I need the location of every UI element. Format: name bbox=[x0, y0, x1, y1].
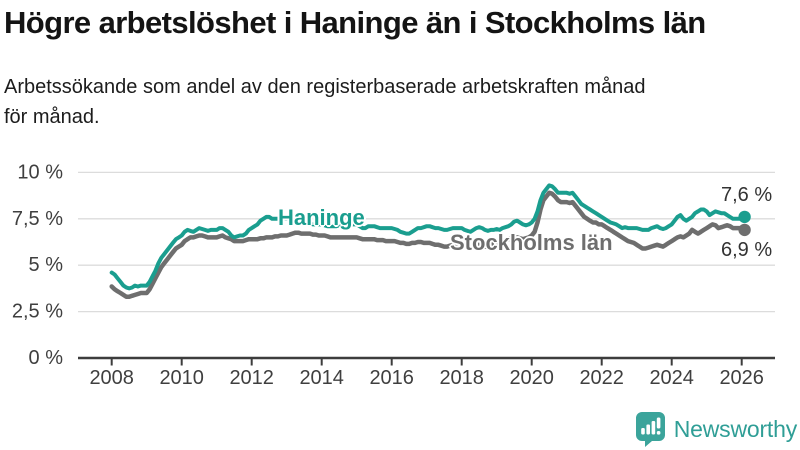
x-tick-label: 2012 bbox=[229, 367, 274, 389]
series-label-haninge: Haninge bbox=[278, 205, 365, 230]
chart-title: Högre arbetslöshet i Haninge än i Stockh… bbox=[4, 5, 706, 40]
x-tick-label: 2018 bbox=[439, 367, 484, 389]
y-tick-label: 2,5 % bbox=[12, 301, 63, 323]
x-tick-label: 2014 bbox=[299, 367, 344, 389]
series-lines bbox=[109, 183, 747, 300]
line-chart-plot: 10 % 7,5 % 5 % 2,5 % 0 % 2008 2010 2012 2014 201… bbox=[12, 161, 775, 389]
x-tick-label: 2016 bbox=[369, 367, 414, 389]
x-tick-label: 2008 bbox=[89, 367, 134, 389]
y-axis-tick-labels: 10 % 7,5 % 5 % 2,5 % 0 % bbox=[12, 161, 63, 369]
series-end-dots bbox=[738, 210, 751, 237]
stockholms-lan-end-dot bbox=[738, 223, 751, 237]
x-tick-label: 2022 bbox=[579, 367, 624, 389]
haninge-line bbox=[109, 183, 747, 291]
x-tick-label: 2020 bbox=[509, 367, 554, 389]
newsworthy-brand: Newsworthy bbox=[635, 411, 797, 447]
gridlines bbox=[78, 171, 775, 313]
y-tick-label: 0 % bbox=[29, 347, 64, 369]
haninge-end-dot bbox=[738, 210, 751, 224]
x-tick-label: 2010 bbox=[159, 367, 204, 389]
axis-tick-marks bbox=[110, 358, 743, 366]
end-value-label-haninge: 7,6 % bbox=[721, 184, 773, 206]
x-tick-label: 2024 bbox=[649, 367, 694, 389]
end-value-label-stockholms-lan: 6,9 % bbox=[721, 239, 773, 261]
x-tick-label: 2026 bbox=[719, 367, 764, 389]
newsworthy-brand-text: Newsworthy bbox=[673, 415, 797, 442]
newsworthy-logo-icon bbox=[635, 412, 665, 447]
y-tick-label: 5 % bbox=[29, 254, 64, 276]
x-axis-tick-labels: 2008 2010 2012 2014 2016 2018 2020 2022 2024 2026 bbox=[89, 367, 764, 389]
y-tick-label: 7,5 % bbox=[12, 208, 63, 230]
chart-subtitle: Arbetssökande som andel av den registerb… bbox=[4, 76, 646, 128]
y-tick-label: 10 % bbox=[17, 161, 63, 183]
series-label-stockholms-lan: Stockholms län bbox=[450, 230, 613, 255]
stockholms-lan-line bbox=[109, 190, 747, 300]
